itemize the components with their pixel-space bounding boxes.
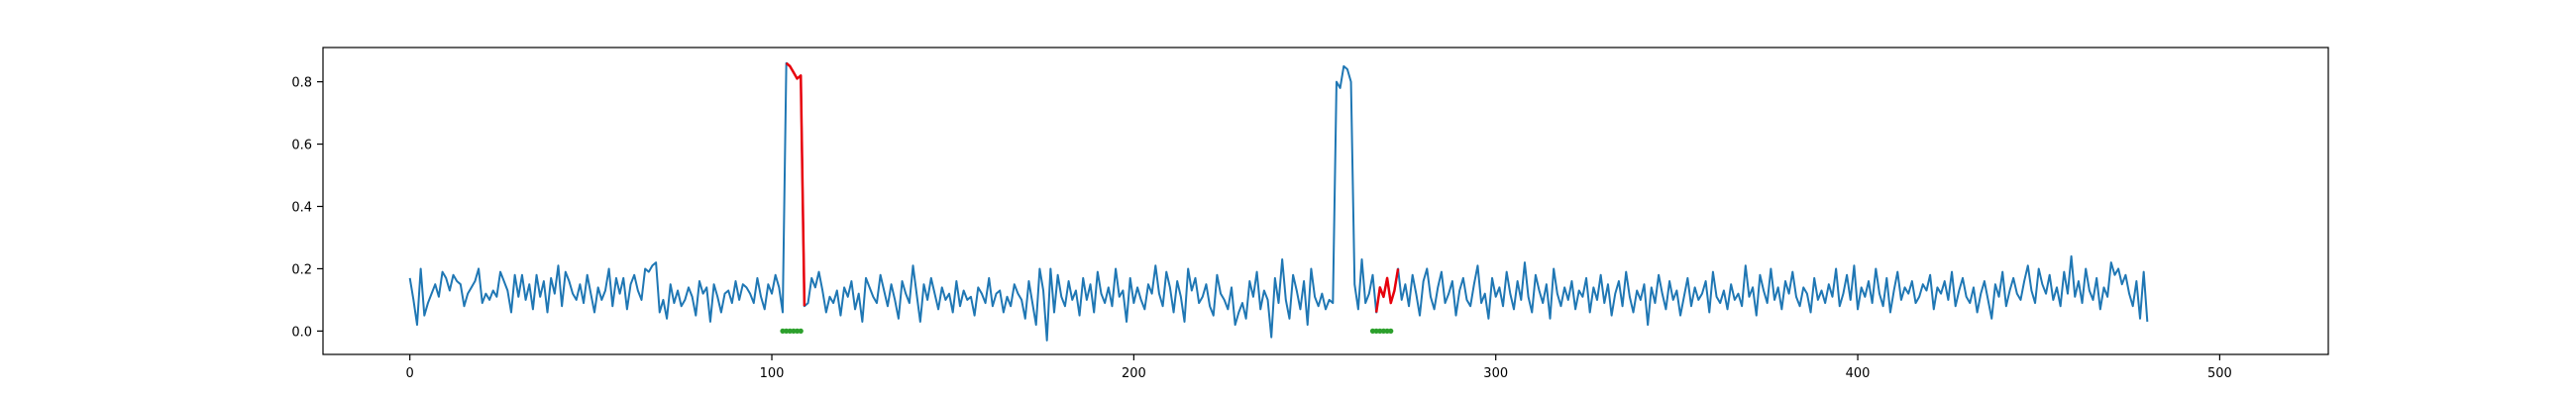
marker-point	[1369, 328, 1376, 334]
x-tick-label: 100	[760, 366, 785, 381]
y-tick-label: 0.8	[291, 76, 312, 91]
marker-point	[1380, 328, 1387, 334]
x-tick-label: 0	[406, 366, 414, 381]
marker-point	[784, 328, 790, 334]
anomaly-segment-2	[1374, 268, 1400, 313]
marker-point	[794, 328, 801, 334]
y-tick-label: 0.4	[291, 201, 312, 216]
axes-frame	[322, 47, 2329, 355]
marker-point	[1377, 328, 1383, 334]
marker-point	[780, 328, 786, 334]
marker-point	[1388, 328, 1394, 334]
marker-point	[798, 328, 804, 334]
marker-point	[791, 328, 797, 334]
x-tick-label: 200	[1122, 366, 1146, 381]
marker-point	[787, 328, 793, 334]
plot-area	[408, 61, 2149, 342]
signal-line	[408, 61, 2149, 342]
x-tick-label: 500	[2207, 366, 2232, 381]
anomaly-segment-1	[785, 61, 806, 307]
anomaly-marker-1	[780, 328, 804, 334]
y-tick-label: 0.2	[291, 262, 312, 277]
marker-point	[1373, 328, 1379, 334]
x-tick-label: 300	[1483, 366, 1508, 381]
x-tick-label: 400	[1846, 366, 1871, 381]
anomaly-marker-2	[1369, 328, 1394, 334]
y-tick-label: 0.0	[291, 325, 312, 340]
marker-point	[1384, 328, 1390, 334]
y-tick-label: 0.6	[291, 139, 312, 153]
axes: 0 100 200 300 400 500 0.0 0.2 0.4 0.6 0.8	[291, 76, 2231, 381]
